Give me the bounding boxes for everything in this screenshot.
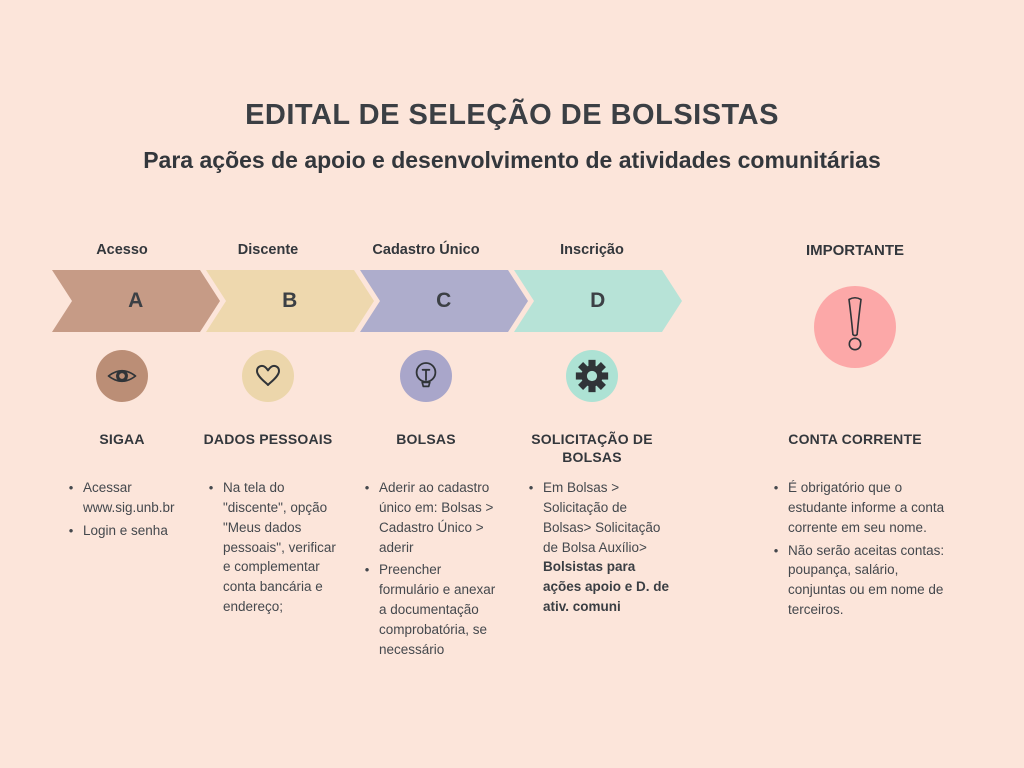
- step-letter: A: [128, 289, 144, 312]
- list-item: • Login e senha: [64, 521, 192, 541]
- bullet-icon: •: [208, 480, 214, 495]
- gear-icon: [566, 350, 618, 402]
- step-column-c: Cadastro Único BOLSAS • Aderir ao cadastro …: [348, 242, 504, 668]
- bullet-icon: •: [773, 480, 779, 495]
- list-item: • Não serão aceitas contas: poupança, sal…: [769, 541, 953, 620]
- section-header: DADOS PESSOAIS: [203, 431, 333, 447]
- step-column-a: Acesso SIGAA • Acessar www.sig.unb.br • Login…: [52, 242, 192, 668]
- step-label: Acesso: [96, 242, 148, 258]
- list-item-text: Não serão aceitas contas: poupança, salá…: [788, 541, 953, 620]
- step-list: • Em Bolsas > Solicitação de Bolsas> Soli…: [524, 478, 672, 620]
- step-label: Discente: [237, 242, 299, 258]
- process-arrow-c: C: [360, 270, 528, 332]
- list-item-text: Login e senha: [83, 521, 168, 541]
- step-list: • Aderir ao cadastro único em: Bolsas > C…: [360, 478, 504, 663]
- bullet-icon: •: [364, 480, 370, 495]
- section-header-conta-corrente: CONTA CORRENTE: [788, 431, 922, 447]
- process-arrow-b: B: [206, 270, 374, 332]
- step-label: Cadastro Único: [372, 242, 480, 258]
- list-item: • Em Bolsas > Solicitação de Bolsas> Soli…: [524, 478, 672, 617]
- heart-icon: [242, 350, 294, 402]
- bullet-icon: •: [68, 522, 74, 538]
- list-item-text-normal: Acessar www.sig.unb.br: [83, 480, 175, 515]
- list-item: • Na tela do "discente", opção "Meus dado…: [204, 478, 344, 617]
- step-label: Inscrição: [560, 242, 624, 258]
- step-column-b: Discente DADOS PESSOAIS • Na tela do "disce…: [192, 242, 344, 668]
- bullet-icon: •: [528, 480, 534, 495]
- list-item-text-normal: É obrigatório que o estudante informe a …: [788, 480, 945, 535]
- list-item-text-normal: Não serão aceitas contas: poupança, salá…: [788, 542, 945, 618]
- step-column-d: Inscrição SOLICITAÇÃO DE BOLSAS • Em Bolsas…: [512, 242, 672, 668]
- section-header: SIGAA: [99, 431, 145, 447]
- eye-icon: [96, 350, 148, 402]
- list-item: • Preencher formulário e anexar a documen…: [360, 560, 504, 659]
- list-item-text-normal: Preencher formulário e anexar a document…: [379, 562, 496, 657]
- important-header: IMPORTANTE: [805, 242, 905, 259]
- list-item-text-bold: Bolsistas para ações apoio e D. de ativ.…: [543, 559, 670, 615]
- list-item-text: Acessar www.sig.unb.br: [83, 478, 192, 518]
- process-arrow-d: D: [514, 270, 682, 332]
- list-item-text-normal: Na tela do "discente", opção "Meus dados…: [223, 480, 336, 615]
- section-header: SOLICITAÇÃO DE BOLSAS: [531, 431, 653, 466]
- list-item-text: Na tela do "discente", opção "Meus dados…: [223, 478, 344, 617]
- bullet-icon: •: [68, 480, 74, 495]
- list-item: • É obrigatório que o estudante informe a…: [769, 478, 953, 538]
- step-letter: D: [590, 289, 606, 312]
- list-item: • Aderir ao cadastro único em: Bolsas > C…: [360, 478, 504, 557]
- list-item-text: Em Bolsas > Solicitação de Bolsas> Solic…: [543, 478, 672, 617]
- step-list: • Na tela do "discente", opção "Meus dado…: [204, 478, 344, 620]
- exclamation-icon: [814, 286, 896, 368]
- bullet-icon: •: [364, 562, 370, 578]
- section-header: BOLSAS: [396, 431, 456, 447]
- lightbulb-icon: [400, 350, 452, 402]
- process-arrow-a: A: [52, 270, 220, 332]
- page-subtitle: Para ações de apoio e desenvolvimento de…: [143, 147, 881, 173]
- step-letter: C: [436, 289, 452, 312]
- list-item: • Acessar www.sig.unb.br: [64, 478, 192, 518]
- important-column: IMPORTANTE CONTA CORRENTE • É obrigatório…: [757, 242, 953, 668]
- list-item-text-normal: Login e senha: [83, 522, 168, 538]
- process-arrows: A B C D: [52, 270, 682, 332]
- conta-corrente-list: • É obrigatório que o estudante informe a…: [769, 478, 953, 623]
- list-item-text-normal: Em Bolsas > Solicitação de Bolsas> Solic…: [543, 480, 661, 555]
- page-title: EDITAL DE SELEÇÃO DE BOLSISTAS: [245, 99, 779, 131]
- bullet-icon: •: [773, 542, 779, 558]
- step-list: • Acessar www.sig.unb.br • Login e senha: [64, 478, 192, 544]
- step-letter: B: [282, 289, 298, 312]
- list-item-text: Preencher formulário e anexar a document…: [379, 560, 504, 659]
- list-item-text: Aderir ao cadastro único em: Bolsas > Ca…: [379, 478, 504, 557]
- list-item-text: É obrigatório que o estudante informe a …: [788, 478, 953, 538]
- list-item-text-normal: Aderir ao cadastro único em: Bolsas > Ca…: [379, 480, 494, 555]
